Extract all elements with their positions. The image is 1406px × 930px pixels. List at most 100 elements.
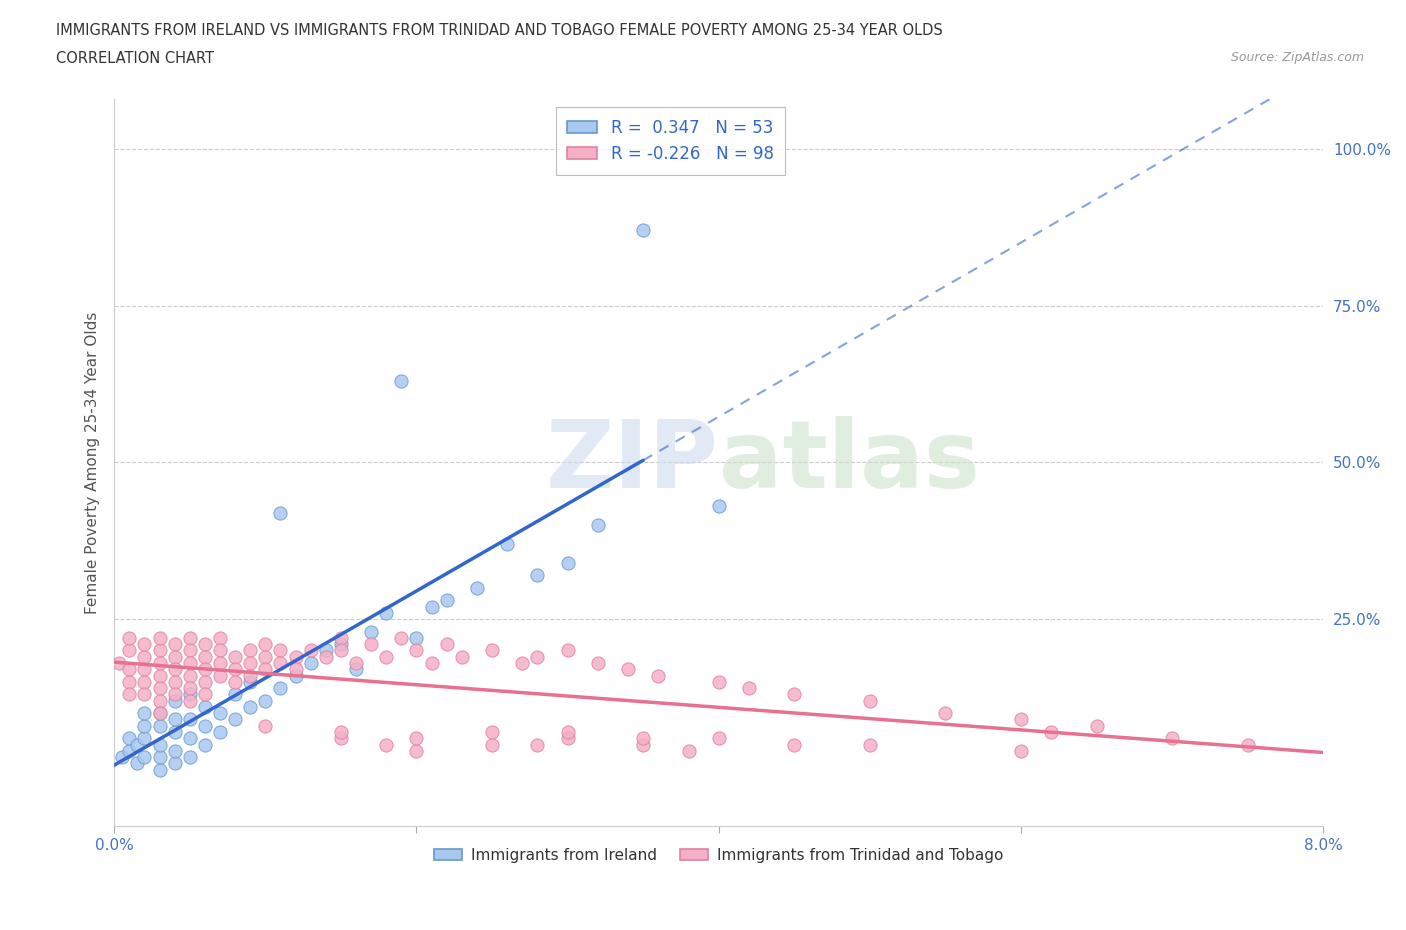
Point bbox=[208, 706, 231, 721]
Point bbox=[163, 724, 186, 739]
Point bbox=[134, 687, 156, 702]
Point bbox=[134, 649, 156, 664]
Text: atlas: atlas bbox=[718, 417, 980, 509]
Point bbox=[329, 631, 352, 645]
Point bbox=[134, 637, 156, 652]
Point bbox=[269, 656, 291, 671]
Point bbox=[375, 737, 398, 752]
Point bbox=[436, 637, 458, 652]
Point bbox=[148, 750, 170, 764]
Point bbox=[163, 662, 186, 677]
Point bbox=[134, 731, 156, 746]
Point bbox=[631, 223, 654, 238]
Point bbox=[179, 687, 201, 702]
Point bbox=[118, 674, 141, 689]
Point bbox=[194, 662, 217, 677]
Text: CORRELATION CHART: CORRELATION CHART bbox=[56, 51, 214, 66]
Point bbox=[436, 592, 458, 607]
Point bbox=[148, 737, 170, 752]
Point bbox=[118, 643, 141, 658]
Point bbox=[389, 631, 412, 645]
Point bbox=[134, 706, 156, 721]
Point bbox=[194, 699, 217, 714]
Point bbox=[344, 662, 367, 677]
Point bbox=[148, 706, 170, 721]
Text: ZIP: ZIP bbox=[546, 417, 718, 509]
Point bbox=[208, 724, 231, 739]
Point bbox=[148, 643, 170, 658]
Point bbox=[329, 637, 352, 652]
Point bbox=[148, 668, 170, 683]
Point bbox=[179, 668, 201, 683]
Point bbox=[179, 731, 201, 746]
Point bbox=[224, 674, 246, 689]
Point bbox=[254, 637, 277, 652]
Point bbox=[707, 674, 730, 689]
Point bbox=[208, 668, 231, 683]
Point bbox=[179, 643, 201, 658]
Point bbox=[859, 737, 882, 752]
Point bbox=[208, 631, 231, 645]
Point bbox=[179, 656, 201, 671]
Point bbox=[125, 756, 148, 771]
Legend: Immigrants from Ireland, Immigrants from Trinidad and Tobago: Immigrants from Ireland, Immigrants from… bbox=[429, 842, 1010, 870]
Point bbox=[224, 712, 246, 727]
Point bbox=[557, 724, 579, 739]
Point bbox=[315, 649, 337, 664]
Point bbox=[224, 662, 246, 677]
Point bbox=[134, 662, 156, 677]
Text: IMMIGRANTS FROM IRELAND VS IMMIGRANTS FROM TRINIDAD AND TOBAGO FEMALE POVERTY AM: IMMIGRANTS FROM IRELAND VS IMMIGRANTS FR… bbox=[56, 23, 943, 38]
Point bbox=[859, 693, 882, 708]
Point bbox=[194, 718, 217, 733]
Point bbox=[557, 555, 579, 570]
Point bbox=[179, 693, 201, 708]
Point bbox=[299, 643, 322, 658]
Point bbox=[148, 763, 170, 777]
Point bbox=[208, 656, 231, 671]
Point bbox=[405, 731, 427, 746]
Point bbox=[163, 743, 186, 758]
Point bbox=[647, 668, 669, 683]
Point bbox=[329, 724, 352, 739]
Point bbox=[631, 737, 654, 752]
Point bbox=[148, 718, 170, 733]
Point bbox=[148, 681, 170, 696]
Point bbox=[389, 374, 412, 389]
Point bbox=[148, 631, 170, 645]
Point bbox=[481, 724, 503, 739]
Point bbox=[111, 750, 134, 764]
Point bbox=[269, 643, 291, 658]
Point bbox=[315, 643, 337, 658]
Point bbox=[1236, 737, 1258, 752]
Point bbox=[284, 662, 307, 677]
Point bbox=[510, 656, 533, 671]
Point bbox=[557, 643, 579, 658]
Point bbox=[163, 637, 186, 652]
Point bbox=[481, 737, 503, 752]
Point bbox=[375, 605, 398, 620]
Point bbox=[179, 712, 201, 727]
Point bbox=[118, 662, 141, 677]
Point bbox=[134, 674, 156, 689]
Point bbox=[329, 643, 352, 658]
Point bbox=[254, 718, 277, 733]
Point bbox=[586, 656, 609, 671]
Point bbox=[1010, 743, 1032, 758]
Point bbox=[934, 706, 956, 721]
Point bbox=[496, 537, 519, 551]
Point bbox=[284, 649, 307, 664]
Point bbox=[526, 568, 548, 583]
Point bbox=[269, 681, 291, 696]
Point bbox=[194, 687, 217, 702]
Point bbox=[179, 750, 201, 764]
Point bbox=[631, 731, 654, 746]
Point bbox=[254, 662, 277, 677]
Point bbox=[465, 580, 488, 595]
Point bbox=[118, 743, 141, 758]
Point bbox=[405, 643, 427, 658]
Point bbox=[269, 505, 291, 520]
Point bbox=[1161, 731, 1184, 746]
Point bbox=[107, 656, 129, 671]
Point bbox=[179, 681, 201, 696]
Point bbox=[450, 649, 472, 664]
